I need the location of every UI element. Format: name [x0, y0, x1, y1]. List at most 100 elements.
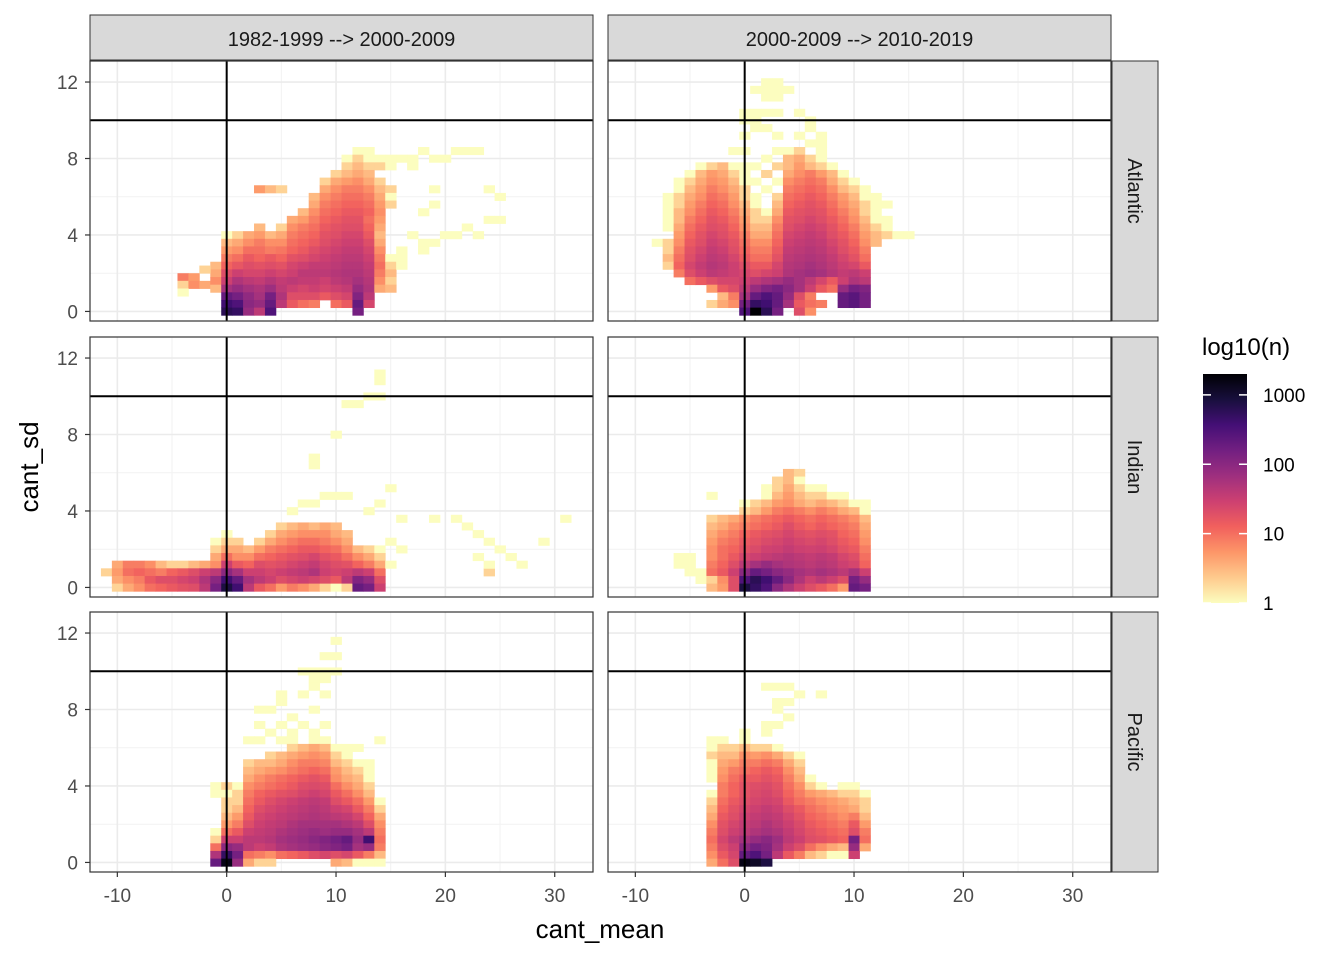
heatmap-cell — [804, 169, 817, 179]
heatmap-cell — [232, 843, 244, 852]
heatmap-cell — [363, 553, 375, 562]
heatmap-cell — [717, 299, 729, 309]
heatmap-cell — [837, 575, 849, 585]
heatmap-cell — [232, 575, 244, 585]
heatmap-cell — [695, 568, 707, 577]
heatmap-cell — [837, 292, 849, 301]
heatmap-cell — [177, 583, 189, 592]
heatmap-cell — [483, 215, 495, 224]
heatmap-cell — [374, 553, 386, 562]
heatmap-cell — [826, 185, 839, 194]
heatmap-cell — [761, 743, 773, 752]
heatmap-cell — [122, 560, 135, 569]
heatmap-cell — [243, 812, 255, 821]
heatmap-cell — [472, 553, 485, 562]
heatmap-cell — [859, 843, 871, 852]
heatmap-cell — [750, 108, 762, 117]
heatmap-cell — [772, 192, 784, 201]
heatmap-cell — [826, 238, 839, 247]
heatmap-cell — [706, 575, 718, 585]
heatmap-cell — [297, 751, 310, 760]
heatmap-cell — [177, 273, 189, 282]
heatmap-cell — [297, 560, 310, 569]
heatmap-cell — [717, 261, 729, 270]
heatmap-cell — [848, 231, 860, 240]
heatmap-cell — [188, 560, 200, 569]
heatmap-cell — [859, 805, 871, 814]
heatmap-cell — [352, 215, 364, 224]
heatmap-cell — [793, 223, 806, 232]
panel-2-3 — [607, 611, 1112, 877]
heatmap-cell — [199, 575, 211, 585]
heatmap-cell — [210, 782, 222, 791]
heatmap-cell — [505, 553, 517, 562]
heatmap-cell — [330, 789, 342, 798]
heatmap-cell — [286, 254, 299, 263]
heatmap-cell — [210, 835, 222, 844]
heatmap-cell — [319, 208, 331, 217]
heatmap-cell — [385, 284, 397, 293]
y-tick-label: 8 — [67, 150, 78, 171]
heatmap-cell — [717, 850, 729, 860]
heatmap-cell — [728, 820, 740, 829]
heatmap-cell — [826, 575, 839, 585]
heatmap-cell — [363, 820, 375, 829]
heatmap-cell — [308, 231, 321, 240]
heatmap-cell — [717, 292, 729, 301]
heatmap-cell — [275, 789, 288, 798]
heatmap-cell — [793, 208, 806, 217]
heatmap-cell — [761, 751, 773, 760]
heatmap-cell — [232, 797, 244, 806]
heatmap-cell — [772, 108, 784, 117]
heatmap-cell — [232, 858, 244, 867]
heatmap-cell — [848, 246, 860, 255]
heatmap-cell — [308, 269, 321, 278]
heatmap-cell — [717, 568, 729, 577]
heatmap-cell — [706, 812, 718, 821]
heatmap-cell — [837, 491, 849, 500]
heatmap-cell — [111, 560, 124, 569]
heatmap-cell — [319, 759, 331, 768]
heatmap-cell — [717, 858, 729, 867]
heatmap-cell — [673, 192, 685, 201]
heatmap-cell — [374, 154, 386, 163]
heatmap-cell — [264, 728, 277, 737]
heatmap-cell — [264, 835, 277, 844]
heatmap-cell — [706, 583, 718, 592]
heatmap-cell — [772, 682, 784, 691]
heatmap-cell — [772, 507, 784, 516]
heatmap-cell — [782, 277, 795, 286]
heatmap-cell — [815, 208, 828, 217]
heatmap-cell — [728, 568, 740, 577]
heatmap-cell — [859, 269, 871, 278]
heatmap-cell — [330, 284, 342, 293]
heatmap-cell — [728, 147, 740, 156]
heatmap-cell — [761, 835, 773, 844]
heatmap-cell — [815, 223, 828, 232]
heatmap-cell — [782, 782, 795, 791]
heatmap-cell — [892, 231, 904, 240]
heatmap-cell — [728, 774, 740, 783]
heatmap-cell — [859, 828, 871, 837]
heatmap-cell — [308, 208, 321, 217]
heatmap-cell — [275, 720, 288, 730]
heatmap-cell — [728, 751, 740, 760]
heatmap-cell — [286, 507, 299, 516]
heatmap-cell — [859, 514, 871, 523]
heatmap-cell — [717, 192, 729, 201]
heatmap-cell — [717, 246, 729, 255]
heatmap-cell — [815, 185, 828, 194]
heatmap-cell — [275, 698, 288, 707]
heatmap-cell — [352, 269, 364, 278]
heatmap-cell — [286, 215, 299, 224]
heatmap-cell — [275, 246, 288, 255]
heatmap-cell — [286, 850, 299, 860]
heatmap-cell — [199, 265, 211, 274]
heatmap-cell — [232, 583, 244, 592]
heatmap-cell — [728, 812, 740, 821]
heatmap-cell — [761, 124, 773, 133]
heatmap-cell — [352, 812, 364, 821]
heatmap-cell — [706, 185, 718, 194]
heatmap-cell — [772, 246, 784, 255]
heatmap-cell — [243, 261, 255, 270]
